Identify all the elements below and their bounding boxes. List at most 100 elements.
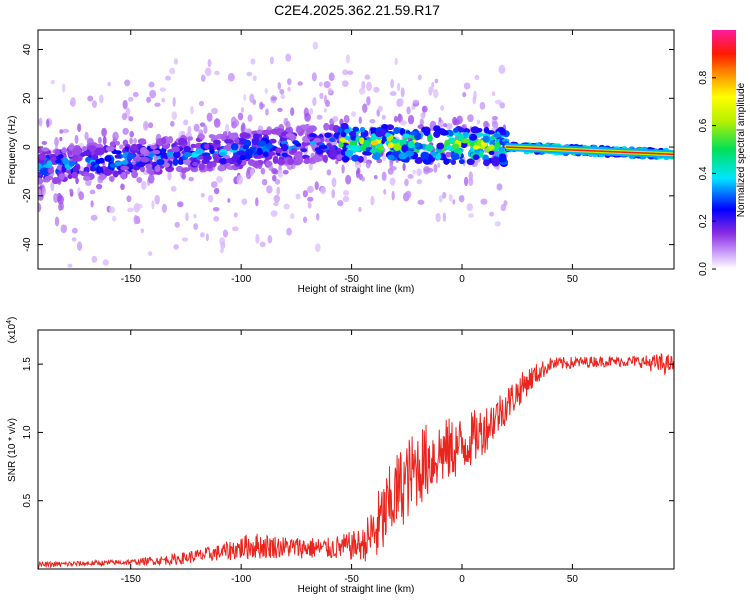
heatmap-cell bbox=[348, 130, 357, 137]
heatmap-cell bbox=[39, 167, 49, 176]
heatmap-cell bbox=[68, 160, 76, 167]
heatmap-cell bbox=[438, 117, 442, 123]
heatmap-cell bbox=[132, 157, 141, 162]
heatmap-cell bbox=[122, 99, 128, 110]
heatmap-cell bbox=[352, 126, 360, 132]
heatmap-cell bbox=[311, 72, 317, 82]
colorbar-tick-label: 0.0 bbox=[698, 262, 709, 276]
heatmap-cell bbox=[55, 159, 62, 164]
heatmap-cell bbox=[156, 158, 165, 166]
heatmap-cell bbox=[198, 133, 205, 140]
heatmap-cell bbox=[52, 178, 60, 184]
heatmap-cell bbox=[483, 126, 490, 134]
heatmap-cell bbox=[41, 147, 50, 152]
heatmap-cell bbox=[359, 137, 365, 145]
heatmap-cell bbox=[313, 155, 321, 163]
heatmap-cell bbox=[404, 150, 414, 157]
heatmap-cell bbox=[316, 114, 323, 120]
heatmap-cell bbox=[245, 148, 254, 157]
heatmap-cell bbox=[331, 177, 337, 188]
heatmap-cell bbox=[358, 116, 362, 124]
heatmap-cell bbox=[304, 112, 311, 122]
heatmap-cell bbox=[456, 115, 463, 125]
heatmap-cell bbox=[150, 145, 157, 150]
heatmap-cell bbox=[287, 158, 295, 165]
heatmap-cell bbox=[358, 87, 366, 95]
heatmap-cell bbox=[173, 244, 180, 250]
heatmap-cell bbox=[279, 136, 288, 142]
heatmap-cell bbox=[341, 155, 350, 163]
heatmap-cell bbox=[148, 81, 155, 88]
heatmap-cell bbox=[95, 158, 102, 165]
heatmap-cell bbox=[62, 157, 69, 165]
heatmap-cell bbox=[448, 131, 455, 137]
heatmap-cell bbox=[266, 185, 273, 194]
heatmap-cell bbox=[67, 263, 73, 268]
heatmap-cell bbox=[239, 154, 247, 161]
heatmap-cell bbox=[421, 105, 428, 113]
heatmap-cell bbox=[48, 153, 58, 158]
heatmap-cell bbox=[370, 195, 375, 206]
heatmap-cell bbox=[103, 168, 113, 176]
heatmap-cell bbox=[58, 203, 63, 211]
heatmap-cell bbox=[276, 159, 286, 165]
heatmap-cell bbox=[428, 86, 435, 93]
heatmap-cell bbox=[445, 151, 452, 158]
heatmap-cell bbox=[187, 125, 192, 134]
heatmap-cell bbox=[269, 56, 274, 65]
heatmap-cell bbox=[491, 121, 499, 129]
heatmap-cell bbox=[393, 144, 402, 151]
heatmap-cell bbox=[280, 140, 289, 145]
heatmap-cell bbox=[496, 183, 503, 191]
snr-axes: -150 -100 -50 0 50 0.5 1.0 1.5 bbox=[22, 330, 674, 585]
heatmap-cell bbox=[483, 159, 490, 167]
heatmap-cell bbox=[162, 162, 170, 168]
heatmap-cell bbox=[285, 127, 291, 133]
heatmap-cell bbox=[124, 79, 131, 87]
heatmap-cell bbox=[323, 122, 330, 131]
heatmap-cell bbox=[361, 176, 365, 182]
heatmap-cell bbox=[129, 137, 133, 145]
heatmap-cell bbox=[442, 191, 447, 199]
heatmap-cell bbox=[38, 152, 47, 161]
heatmap-cell bbox=[81, 145, 88, 152]
heatmap-cell bbox=[137, 138, 147, 145]
heatmap-cell bbox=[50, 79, 56, 85]
heatmap-cell bbox=[60, 224, 68, 234]
heatmap-cell bbox=[114, 161, 123, 166]
heatmap-cell bbox=[263, 151, 269, 158]
heatmap-cell bbox=[120, 165, 130, 171]
heatmap-cell bbox=[245, 169, 252, 180]
heatmap-cell bbox=[390, 78, 395, 89]
heatmap-cell bbox=[250, 58, 256, 65]
heatmap-cell bbox=[447, 174, 452, 180]
heatmap-cell bbox=[272, 174, 277, 182]
heatmap-cell bbox=[406, 106, 411, 115]
heatmap-cell bbox=[82, 150, 92, 157]
heatmap-cell bbox=[83, 171, 89, 177]
heatmap-cell bbox=[224, 138, 234, 144]
heatmap-cell bbox=[166, 151, 175, 157]
heatmap-cell bbox=[227, 72, 235, 82]
heatmap-cell bbox=[286, 227, 292, 236]
heatmap-cell bbox=[312, 41, 319, 50]
heatmap-cell bbox=[362, 155, 368, 164]
heatmap-cell bbox=[145, 163, 153, 170]
heatmap-cell bbox=[71, 171, 79, 179]
heatmap-cell bbox=[121, 160, 129, 165]
heatmap-cell bbox=[265, 160, 273, 167]
heatmap-cell bbox=[47, 167, 55, 174]
heatmap-cell bbox=[246, 71, 253, 77]
heatmap-cell bbox=[468, 177, 474, 186]
heatmap-cell bbox=[50, 181, 55, 192]
heatmap-cell bbox=[241, 198, 248, 205]
heatmap-cell bbox=[208, 134, 216, 139]
heatmap-cell bbox=[387, 167, 394, 175]
heatmap-cell bbox=[38, 147, 43, 154]
heatmap-cell bbox=[70, 97, 76, 108]
snr-xlabel: Height of straight line (km) bbox=[298, 584, 415, 595]
heatmap-cell bbox=[136, 203, 143, 209]
heatmap-cell bbox=[373, 174, 378, 180]
heatmap-cell bbox=[370, 139, 378, 146]
heatmap-cell bbox=[198, 100, 205, 107]
